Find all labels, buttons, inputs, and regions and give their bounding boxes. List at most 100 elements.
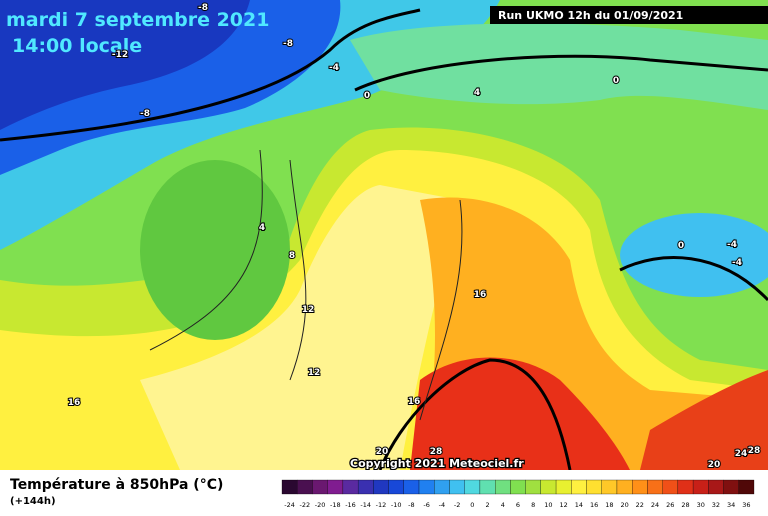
colorbar-tick-label: 32 [712, 501, 720, 509]
legend-title: Température à 850hPa (°C) [10, 477, 223, 493]
contour-label: 20 [376, 447, 389, 457]
contour-label: 28 [430, 447, 443, 457]
color-swatch [601, 479, 618, 495]
colorbar-tick-label: -6 [423, 501, 429, 509]
contour-label: 4 [474, 88, 480, 98]
cool-zone [140, 160, 290, 340]
colorbar-tick-label: 26 [666, 501, 674, 509]
colorbar-tick-label: 0 [470, 501, 474, 509]
color-swatch [479, 479, 496, 495]
contour-label: -8 [198, 3, 208, 13]
color-swatch [297, 479, 313, 495]
contour-line [354, 54, 768, 92]
colorbar-tick-label: 36 [742, 501, 750, 509]
colorbar-tick-label: 30 [697, 501, 705, 509]
colorbar-tick-label: 6 [516, 501, 520, 509]
contour-label: 28 [748, 446, 761, 456]
contour-label: 8 [289, 251, 295, 261]
contour-line [0, 8, 421, 142]
contour-line [378, 358, 572, 471]
color-swatch [388, 479, 404, 495]
colorbar-tick-label: 34 [727, 501, 735, 509]
copyright: Copyright 2021 Meteociel.fr [350, 457, 524, 470]
map: Run UKMO 12h du 01/09/2021 mardi 7 septe… [0, 0, 768, 471]
contour-label: 12 [308, 368, 321, 378]
color-swatch [342, 479, 359, 495]
color-swatch [327, 479, 344, 495]
contour-label: -8 [283, 39, 293, 49]
colorbar-tick-label: -12 [376, 501, 387, 509]
color-swatch [281, 479, 298, 495]
color-swatch [616, 479, 633, 495]
lead-time: (+144h) [10, 496, 56, 507]
colorbar-tick-label: 10 [544, 501, 552, 509]
contour-label: 4 [259, 223, 265, 233]
contour-label: -4 [329, 63, 339, 73]
color-swatch [692, 479, 709, 495]
color-swatch [586, 479, 602, 495]
colorbar-tick-label: 14 [575, 501, 583, 509]
color-swatch [373, 479, 389, 495]
mild-zone [350, 23, 768, 110]
contour-label: 0 [678, 241, 684, 251]
contour-label: 24 [735, 449, 748, 459]
map-subtitle: 14:00 locale [12, 35, 142, 57]
colorbar-tick-label: 4 [501, 501, 505, 509]
color-swatch [312, 479, 328, 495]
color-swatch [510, 479, 526, 495]
colorbar-tick-label: -16 [345, 501, 356, 509]
cold-zone [620, 213, 768, 297]
color-swatch [403, 479, 420, 495]
contour-label: 16 [68, 398, 81, 408]
color-swatch [434, 479, 450, 495]
contour-label: 16 [408, 397, 421, 407]
hot-zone [410, 357, 630, 470]
contour-label: -8 [140, 109, 150, 119]
colorbar-tick-label: 16 [590, 501, 598, 509]
color-swatch [571, 479, 587, 495]
run-info: Run UKMO 12h du 01/09/2021 [498, 9, 683, 22]
colorbar-tick-label: 8 [531, 501, 535, 509]
colorbar-tick-label: -18 [330, 501, 341, 509]
contour-label: 20 [708, 460, 721, 470]
color-swatch [632, 479, 648, 495]
colorbar-tick-label: 12 [560, 501, 568, 509]
cold-zone [0, 0, 250, 130]
colorbar-tick-label: 22 [636, 501, 644, 509]
run-box [490, 6, 768, 24]
colorbar-tick-label: 20 [620, 501, 628, 509]
color-swatch [723, 479, 739, 495]
colorbar-tick-label: 18 [605, 501, 613, 509]
colorbar-tick-label: -4 [439, 501, 445, 509]
contour-label: 16 [474, 290, 487, 300]
colorbar-tick-label: -20 [315, 501, 326, 509]
colorbar-tick-label: 2 [485, 501, 489, 509]
color-swatch [357, 479, 374, 495]
hot-zone [640, 370, 768, 470]
color-swatch [449, 479, 465, 495]
colorbar-tick-label: 24 [651, 501, 659, 509]
contour-label: -4 [727, 240, 737, 250]
contour-line [619, 256, 768, 302]
colorbar-tick-label: -24 [284, 501, 295, 509]
colorbar-tick-label: -2 [454, 501, 460, 509]
color-swatch [555, 479, 572, 495]
color-swatch [464, 479, 481, 495]
contour-label: 12 [302, 305, 315, 315]
colorbar-tick-label: -8 [408, 501, 414, 509]
color-swatch [418, 479, 435, 495]
colorbar-tick-label: -10 [391, 501, 402, 509]
colorbar-tick-label: -22 [300, 501, 311, 509]
color-swatch [738, 479, 755, 495]
color-swatch [708, 479, 724, 495]
color-swatch [525, 479, 541, 495]
color-swatch [495, 479, 511, 495]
contour-label: -12 [112, 50, 128, 60]
map-title: mardi 7 septembre 2021 [6, 9, 269, 31]
colorbar-tick-label: -14 [360, 501, 371, 509]
contour-label: -4 [732, 258, 742, 268]
color-swatch [662, 479, 679, 495]
color-swatch [677, 479, 694, 495]
color-swatch [647, 479, 663, 495]
